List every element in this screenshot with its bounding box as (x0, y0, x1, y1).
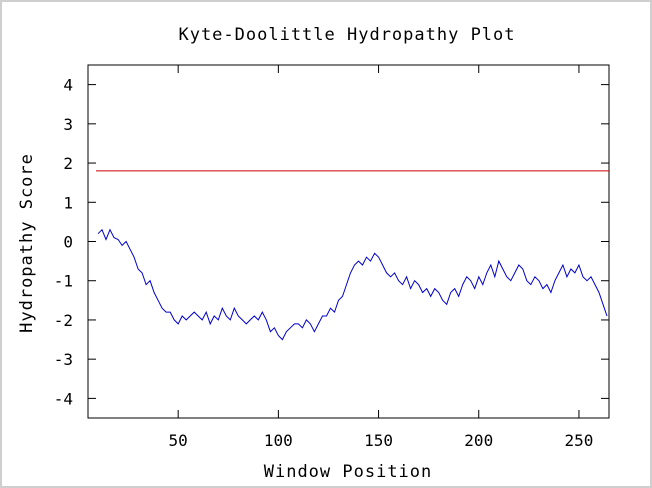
x-axis: 50 100 150 200 250 (169, 65, 593, 450)
x-tick-label: 100 (264, 431, 293, 450)
x-tick-label: 50 (169, 431, 188, 450)
y-tick-label: 0 (63, 233, 73, 252)
y-tick-label: -2 (54, 311, 73, 330)
plot-area (87, 64, 610, 419)
y-axis-label: Hydropathy Score (17, 153, 37, 333)
chart-title: Kyte-Doolittle Hydropathy Plot (178, 25, 515, 45)
y-tick-label: 3 (63, 115, 73, 134)
hydropathy-series-line (97, 228, 608, 341)
y-tick-label: -4 (54, 389, 73, 408)
y-tick-label: 2 (63, 154, 73, 173)
y-tick-label: -1 (54, 272, 73, 291)
y-axis: -4 -3 -2 -1 0 1 2 3 4 (54, 76, 609, 408)
y-tick-label: 1 (63, 193, 73, 212)
x-tick-label: 150 (364, 431, 393, 450)
y-tick-label: 4 (63, 76, 73, 95)
x-tick-label: 250 (564, 431, 593, 450)
y-tick-label: -3 (54, 350, 73, 369)
x-tick-label: 200 (464, 431, 493, 450)
x-axis-label: Window Position (264, 462, 433, 482)
